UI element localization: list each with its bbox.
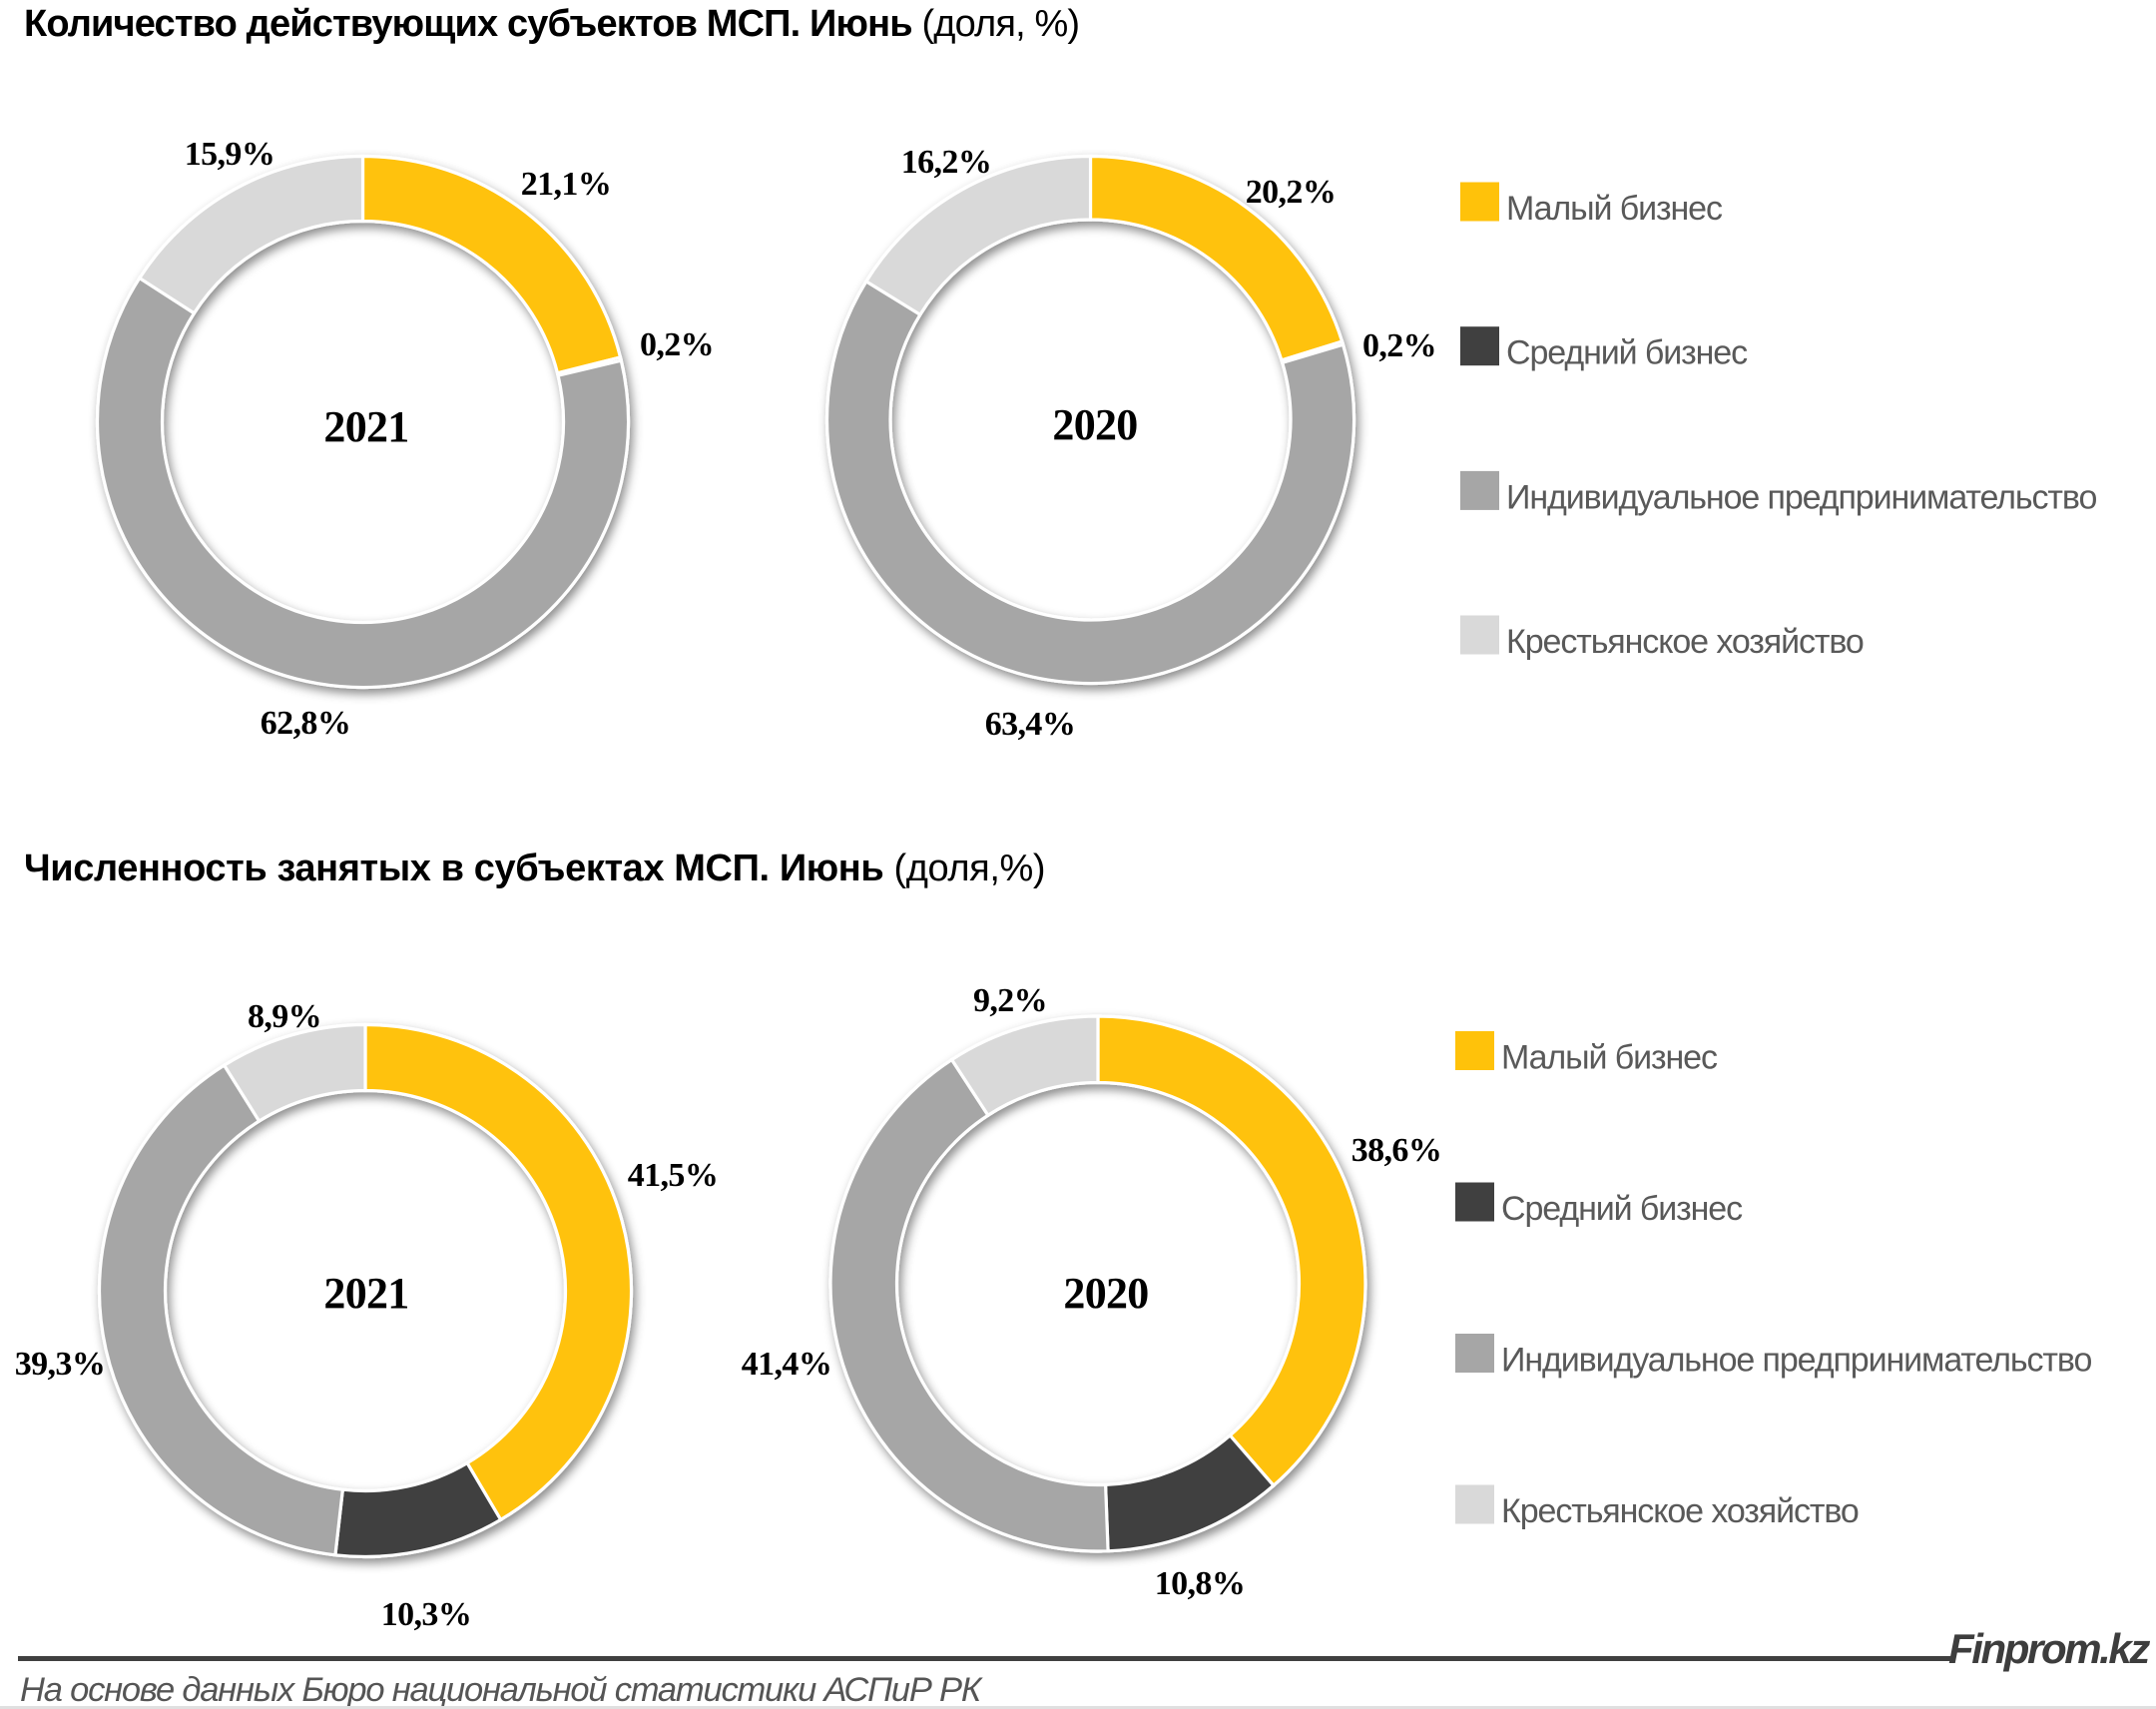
svg-text:Малый бизнес: Малый бизнес: [1501, 1039, 1718, 1077]
svg-text:63,4%: 63,4%: [985, 706, 1076, 743]
svg-text:62,8%: 62,8%: [261, 705, 351, 742]
svg-text:21,1%: 21,1%: [521, 166, 612, 203]
svg-text:Малый бизнес: Малый бизнес: [1506, 190, 1723, 228]
svg-text:Количество действующих субъект: Количество действующих субъектов МСП. Ию…: [24, 3, 1079, 45]
svg-text:10,8%: 10,8%: [1155, 1565, 1246, 1602]
svg-text:2021: 2021: [323, 402, 408, 451]
svg-text:Крестьянское хозяйство: Крестьянское хозяйство: [1506, 623, 1864, 661]
svg-text:2021: 2021: [323, 1269, 408, 1318]
svg-text:16,2%: 16,2%: [901, 144, 992, 181]
svg-text:Численность занятых в субъекта: Численность занятых в субъектах МСП. Июн…: [24, 848, 1045, 889]
svg-text:10,3%: 10,3%: [381, 1596, 472, 1633]
svg-text:Крестьянское хозяйство: Крестьянское хозяйство: [1501, 1492, 1859, 1530]
svg-text:На основе данных Бюро национал: На основе данных Бюро национальной стати…: [20, 1671, 983, 1709]
svg-text:2020: 2020: [1063, 1269, 1148, 1318]
svg-text:41,5%: 41,5%: [628, 1157, 719, 1194]
svg-text:9,2%: 9,2%: [973, 982, 1047, 1019]
svg-text:Средний бизнес: Средний бизнес: [1501, 1190, 1743, 1228]
svg-text:Средний бизнес: Средний бизнес: [1506, 334, 1748, 372]
svg-text:Индивидуальное предприниматель: Индивидуальное предпринимательство: [1506, 478, 2096, 516]
svg-text:0,2%: 0,2%: [640, 326, 714, 363]
svg-text:41,4%: 41,4%: [742, 1346, 832, 1383]
svg-text:2020: 2020: [1052, 400, 1137, 449]
svg-text:0,2%: 0,2%: [1362, 327, 1436, 364]
svg-text:Индивидуальное предприниматель: Индивидуальное предпринимательство: [1501, 1342, 2091, 1380]
svg-text:38,6%: 38,6%: [1351, 1132, 1442, 1169]
svg-text:15,9%: 15,9%: [185, 136, 275, 173]
svg-text:Finprom.kz: Finprom.kz: [1948, 1625, 2150, 1672]
svg-text:8,9%: 8,9%: [248, 998, 321, 1035]
svg-text:39,3%: 39,3%: [15, 1346, 106, 1383]
svg-text:20,2%: 20,2%: [1246, 174, 1337, 211]
